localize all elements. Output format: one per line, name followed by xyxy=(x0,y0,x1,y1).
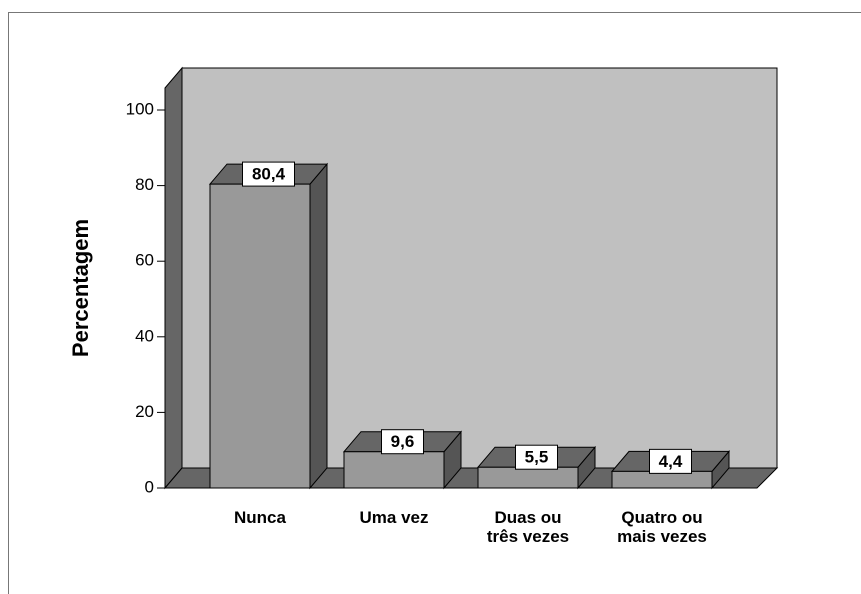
bar xyxy=(208,162,329,490)
x-tick-label: Duas ou três vezes xyxy=(486,508,570,546)
y-tick-label: 100 xyxy=(126,99,154,118)
y-tick-label: 80 xyxy=(135,175,154,194)
x-tick-label: Uma vez xyxy=(359,508,429,527)
value-label-box xyxy=(242,161,295,187)
bar xyxy=(610,450,731,490)
value-label: 4,4 xyxy=(659,452,683,471)
value-label-box xyxy=(515,444,558,470)
y-tick-label: 20 xyxy=(135,402,154,421)
value-label-box xyxy=(381,429,424,455)
y-tick-label: 40 xyxy=(135,326,154,345)
bar-front xyxy=(209,183,311,489)
value-label-box xyxy=(649,448,692,474)
y-tick-label: 0 xyxy=(145,477,154,496)
y-axis-label: Percentagem xyxy=(68,219,93,357)
y-tick-label: 60 xyxy=(135,251,154,270)
value-label: 80,4 xyxy=(252,165,286,184)
x-tick-label: Nunca xyxy=(234,508,286,527)
x-tick-label: Quatro ou mais vezes xyxy=(617,508,707,546)
bar-front xyxy=(477,466,579,489)
value-label: 5,5 xyxy=(525,448,549,467)
bar-side xyxy=(309,162,328,490)
value-label: 9,6 xyxy=(391,432,415,451)
bar-front xyxy=(343,451,445,489)
side-wall xyxy=(164,66,183,490)
